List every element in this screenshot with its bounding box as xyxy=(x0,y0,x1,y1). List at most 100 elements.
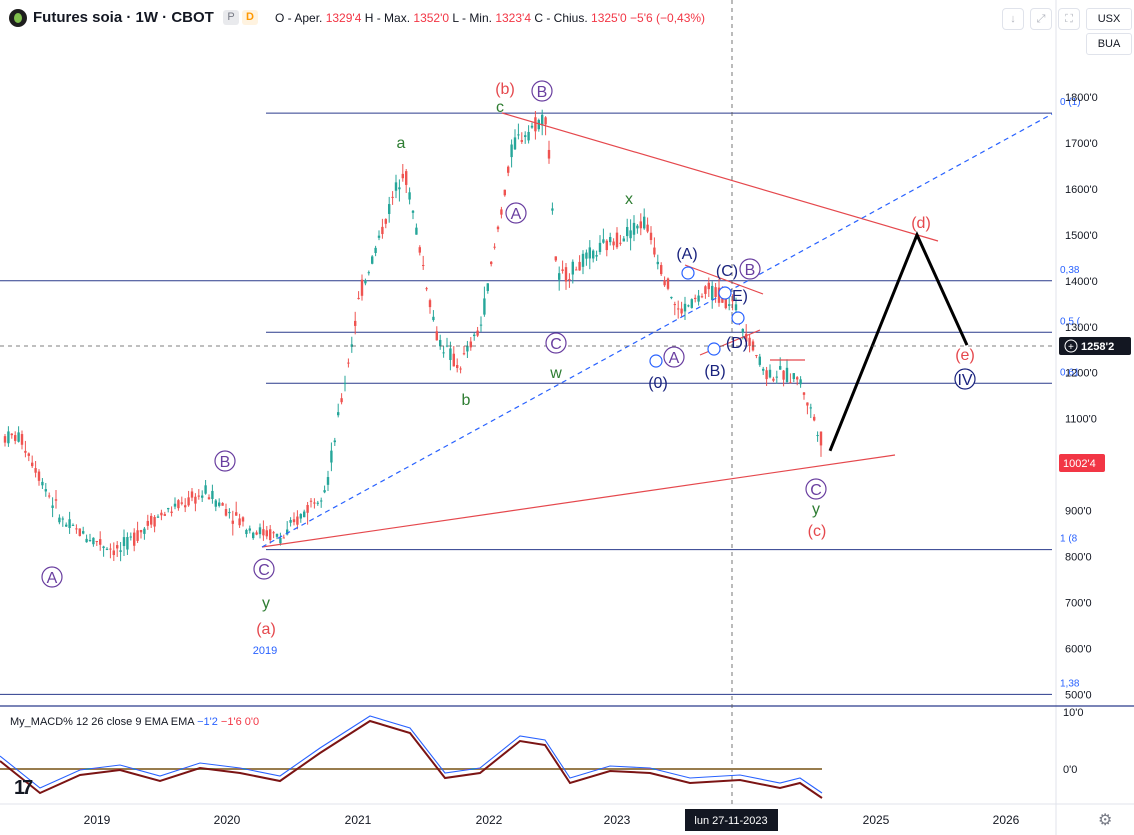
candle-body xyxy=(51,505,54,508)
candle-body xyxy=(48,495,51,497)
fibonacci-levels[interactable]: 0 (1) 0,38 0,5 (0,61 1 (8 1,38 xyxy=(0,97,1081,695)
wave-label: a xyxy=(397,135,406,152)
projection-path[interactable] xyxy=(828,231,969,452)
candle-body xyxy=(88,539,92,541)
candle-body xyxy=(758,356,761,365)
candle-body xyxy=(789,382,792,384)
candle-body xyxy=(401,173,404,179)
candle-body xyxy=(92,537,95,545)
candle-body xyxy=(748,337,751,347)
tradingview-logo-icon[interactable]: 17 xyxy=(14,777,33,799)
time-tick: 2022 xyxy=(476,813,503,827)
p-badge[interactable]: P xyxy=(223,10,239,25)
candle-body xyxy=(741,328,744,333)
candle-body xyxy=(275,533,279,537)
wave-label: IV xyxy=(957,372,972,389)
candle-body xyxy=(323,490,326,493)
candle-body xyxy=(694,297,697,300)
wave-label: (d) xyxy=(911,215,931,232)
candle-body xyxy=(245,529,248,535)
candle-body xyxy=(782,370,785,380)
unit-selector[interactable]: BUA xyxy=(1086,33,1132,55)
candle-body xyxy=(510,144,513,158)
candle-body xyxy=(445,345,449,347)
candle-body xyxy=(411,210,415,213)
macd-value-1: −1'2 xyxy=(197,716,218,728)
lower-trendline[interactable] xyxy=(261,454,896,548)
candle-body xyxy=(643,216,646,229)
candle-body xyxy=(388,204,391,214)
candle-body xyxy=(95,540,98,542)
price-scale[interactable]: 1800'0 1700'0 1600'0 1500'0 1400'0 1300'0 1200… xyxy=(1065,92,1098,701)
price-tick: 1100'0 xyxy=(1065,414,1097,426)
candle-body xyxy=(405,171,408,185)
candle-body xyxy=(54,499,58,501)
candle-body xyxy=(473,334,476,337)
candle-body xyxy=(218,502,221,506)
price-tick: 900'0 xyxy=(1065,506,1092,518)
candle-body xyxy=(585,252,588,259)
crosshair-date-label: lun 27-11-2023 xyxy=(685,809,778,831)
time-axis[interactable]: 2019 2020 2021 2022 2023 2025 2026 xyxy=(84,813,1020,827)
candle-body xyxy=(462,353,466,355)
candle-body xyxy=(711,285,714,300)
candle-body xyxy=(626,227,629,237)
gear-icon[interactable]: ⚙ xyxy=(1098,812,1113,829)
macd-legend[interactable]: My_MACD% 12 26 close 9 EMA EMA −1'2 −1'6… xyxy=(10,716,259,728)
candle-body xyxy=(78,528,81,536)
candle-body xyxy=(609,236,612,243)
candle-body xyxy=(211,490,214,500)
candle-body xyxy=(340,398,343,403)
candle-body xyxy=(204,485,207,494)
candle-body xyxy=(697,295,700,302)
wave-label-circle xyxy=(253,558,275,580)
candle-body xyxy=(116,545,119,549)
candle-body xyxy=(439,339,442,347)
candle-body xyxy=(568,279,571,281)
candle-body xyxy=(333,440,336,443)
candle-body xyxy=(292,519,296,523)
candle-body xyxy=(99,539,102,545)
dashed-trendline[interactable] xyxy=(261,113,1053,548)
candle-body xyxy=(704,286,707,294)
candle-body xyxy=(598,242,602,253)
ohlc-low: 1323'4 xyxy=(495,11,531,25)
candle-body xyxy=(469,341,472,348)
candle-body xyxy=(632,222,636,235)
arrow-down-icon[interactable]: ↓ xyxy=(1002,8,1024,30)
ohlc-low-label: L - Min. xyxy=(452,11,492,25)
wave-label: B xyxy=(745,262,756,279)
expand-icon[interactable]: ⤢ xyxy=(1030,8,1052,30)
candle-body xyxy=(785,367,789,383)
upper-trendline[interactable] xyxy=(501,112,939,242)
candle-body xyxy=(479,324,483,326)
candle-body xyxy=(503,189,506,196)
symbol-title[interactable]: Futures soia · 1W · CBOT xyxy=(33,9,214,26)
candle-body xyxy=(112,550,115,556)
wave-label: C xyxy=(258,562,270,579)
candle-body xyxy=(146,520,149,526)
candle-body xyxy=(415,227,418,235)
trendlines[interactable] xyxy=(261,112,1053,548)
fullscreen-icon[interactable]: ⛶ xyxy=(1058,8,1080,30)
candle-body xyxy=(459,368,462,370)
wave-label-circle xyxy=(805,478,827,500)
candle-body xyxy=(530,125,534,128)
triangle-upper-line[interactable] xyxy=(684,264,764,295)
candle-body xyxy=(34,468,37,473)
candle-body xyxy=(466,345,469,352)
d-badge[interactable]: D xyxy=(242,10,258,25)
currency-selector[interactable]: USX xyxy=(1086,8,1132,30)
last-price-label: 1002'4 xyxy=(1059,454,1105,472)
candle-body xyxy=(248,528,251,531)
candle-body xyxy=(61,518,64,520)
candle-body xyxy=(551,208,554,211)
price-tick: 800'0 xyxy=(1065,552,1092,564)
wave-label: 2019 xyxy=(253,645,277,657)
candle-body xyxy=(762,368,765,371)
candle-body xyxy=(269,529,272,541)
candle-body xyxy=(102,546,105,549)
macd-pane[interactable]: 10'0 0'0 xyxy=(0,707,1083,799)
